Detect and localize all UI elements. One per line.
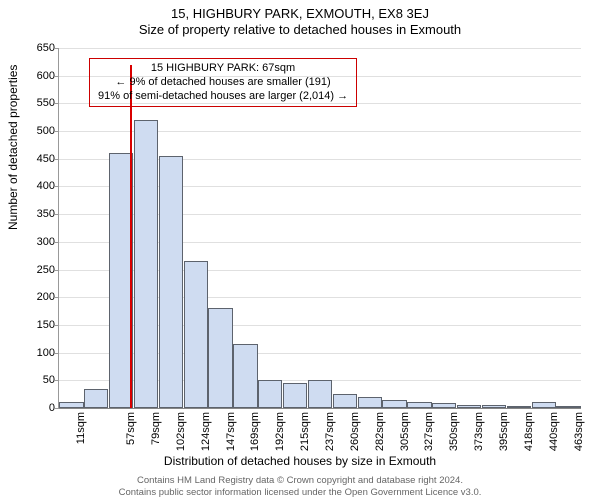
x-tick-label: 395sqm (498, 412, 510, 451)
callout-line: 91% of semi-detached houses are larger (… (98, 90, 348, 104)
histogram-bar (208, 308, 232, 408)
histogram-bar (84, 389, 108, 408)
y-tick-label: 300 (37, 236, 55, 248)
x-tick-label: 57sqm (125, 412, 137, 445)
callout-line: ← 9% of detached houses are smaller (191… (98, 76, 348, 90)
footer-line-2: Contains public sector information licen… (0, 487, 600, 499)
x-tick-label: 440sqm (548, 412, 560, 451)
x-tick-label: 215sqm (299, 412, 311, 451)
x-axis-label: Distribution of detached houses by size … (0, 454, 600, 468)
x-tick-label: 373sqm (473, 412, 485, 451)
y-tick-label: 450 (37, 153, 55, 165)
histogram-bar (184, 261, 208, 408)
y-tick-label: 550 (37, 97, 55, 109)
y-tick-label: 150 (37, 319, 55, 331)
histogram-bar (283, 383, 307, 408)
callout-line: 15 HIGHBURY PARK: 67sqm (98, 62, 348, 76)
y-tick-label: 100 (37, 347, 55, 359)
y-tick-label: 400 (37, 180, 55, 192)
histogram-bar (59, 402, 83, 408)
histogram-bar (134, 120, 158, 408)
y-axis-label: Number of detached properties (6, 65, 20, 230)
x-tick-label: 327sqm (423, 412, 435, 451)
plot-area: 050100150200250300350400450500550600650 … (58, 48, 581, 409)
x-tick-label: 102sqm (175, 412, 187, 451)
y-tick-label: 350 (37, 208, 55, 220)
histogram-bar (407, 402, 431, 408)
x-tick-label: 79sqm (150, 412, 162, 445)
y-tick-label: 50 (43, 374, 55, 386)
y-tick-label: 600 (37, 70, 55, 82)
x-tick-label: 418sqm (523, 412, 535, 451)
chart-title-2: Size of property relative to detached ho… (0, 22, 600, 38)
y-tick-mark (55, 408, 59, 409)
x-tick-label: 169sqm (249, 412, 261, 451)
chart-title-1: 15, HIGHBURY PARK, EXMOUTH, EX8 3EJ (0, 0, 600, 22)
histogram-bar (532, 402, 556, 408)
x-tick-label: 463sqm (573, 412, 585, 451)
chart-container: 15, HIGHBURY PARK, EXMOUTH, EX8 3EJ Size… (0, 0, 600, 500)
x-tick-label: 11sqm (75, 412, 87, 444)
histogram-bar (333, 394, 357, 408)
x-tick-label: 124sqm (200, 412, 212, 451)
histogram-bar (482, 405, 506, 408)
y-tick-label: 250 (37, 264, 55, 276)
histogram-bar (507, 406, 531, 408)
x-tick-label: 147sqm (225, 412, 237, 451)
reference-line (130, 65, 132, 408)
y-tick-label: 500 (37, 125, 55, 137)
x-tick-label: 305sqm (399, 412, 411, 451)
x-tick-label: 350sqm (448, 412, 460, 451)
footer-line-1: Contains HM Land Registry data © Crown c… (0, 475, 600, 487)
x-tick-label: 192sqm (274, 412, 286, 451)
x-tick-label: 282sqm (374, 412, 386, 451)
callout-box: 15 HIGHBURY PARK: 67sqm← 9% of detached … (89, 58, 357, 107)
histogram-bar (308, 380, 332, 408)
x-tick-label: 237sqm (324, 412, 336, 451)
histogram-bar (258, 380, 282, 408)
footer: Contains HM Land Registry data © Crown c… (0, 475, 600, 499)
histogram-bar (382, 400, 406, 408)
x-tick-label: 260sqm (349, 412, 361, 451)
histogram-bar (233, 344, 257, 408)
y-tick-label: 200 (37, 291, 55, 303)
histogram-bar (457, 405, 481, 408)
histogram-bar (159, 156, 183, 408)
histogram-bar (432, 403, 456, 408)
histogram-bar (358, 397, 382, 408)
y-tick-label: 0 (49, 402, 55, 414)
y-tick-label: 650 (37, 42, 55, 54)
histogram-bar (556, 406, 580, 408)
gridline (59, 408, 581, 409)
